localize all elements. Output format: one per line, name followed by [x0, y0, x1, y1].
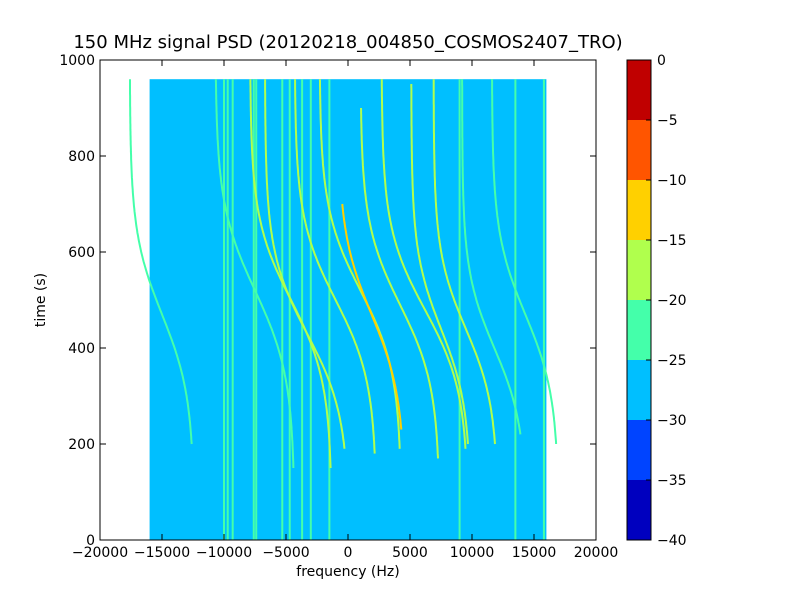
y-tick-label: 600 — [68, 245, 95, 261]
doppler-curve — [410, 84, 469, 445]
colorbar-segment — [627, 300, 651, 360]
colorbar-tick-label: −15 — [657, 233, 687, 249]
y-axis-label: time (s) — [33, 273, 49, 327]
doppler-curve — [294, 79, 376, 454]
colorbar-tick-label: 0 — [657, 53, 666, 69]
x-tick-label: −20000 — [72, 545, 128, 561]
heatmap-background — [149, 79, 547, 540]
colorbar-tick-label: −35 — [657, 473, 687, 489]
colorbar-tick-label: −40 — [657, 533, 687, 549]
x-tick-label: 15000 — [512, 545, 557, 561]
colorbar-tick-label: −10 — [657, 173, 687, 189]
colorbar-tick-label: −20 — [657, 293, 687, 309]
colorbar: −40 −35 −30 −25 −20 −15 −10 −5 0 — [626, 53, 687, 549]
y-tick-label: 1000 — [59, 53, 95, 69]
x-tick-label: −15000 — [134, 545, 190, 561]
doppler-curve — [129, 79, 193, 445]
colorbar-segment — [627, 420, 651, 480]
x-tick-label: 0 — [344, 545, 353, 561]
doppler-curve — [318, 79, 401, 449]
heatmap-layer — [129, 79, 558, 540]
colorbar-tick-label: −25 — [657, 353, 687, 369]
colorbar-segment — [627, 120, 651, 180]
x-tick-label: 5000 — [392, 545, 428, 561]
colorbar-segment — [627, 360, 651, 420]
doppler-curve — [264, 79, 346, 449]
y-axis-ticks: 0 200 400 600 800 1000 — [59, 53, 596, 549]
doppler-curve — [380, 79, 467, 449]
doppler-curve — [360, 107, 439, 459]
colorbar-tick-label: −5 — [657, 113, 678, 129]
x-tick-label: 20000 — [574, 545, 619, 561]
chart-title: 150 MHz signal PSD (20120218_004850_COSM… — [73, 32, 622, 53]
colorbar-segment — [627, 480, 651, 540]
colorbar-segment — [627, 180, 651, 240]
colorbar-segment — [627, 60, 651, 120]
doppler-curve — [249, 79, 332, 469]
colorbar-tick-label: −30 — [657, 413, 687, 429]
doppler-curve — [432, 79, 496, 445]
x-tick-label: 10000 — [450, 545, 495, 561]
doppler-curve — [491, 79, 558, 445]
doppler-curve — [341, 203, 403, 430]
colorbar-segment — [627, 240, 651, 300]
y-tick-label: 400 — [68, 341, 95, 357]
y-tick-label: 200 — [68, 437, 95, 453]
x-axis-label: frequency (Hz) — [296, 564, 399, 580]
x-axis-ticks: −20000 −15000 −10000 −5000 0 5000 10000 15000 20… — [72, 60, 618, 561]
doppler-curve — [214, 79, 295, 469]
plot-area: −20000 −15000 −10000 −5000 0 5000 10000 15000 20… — [59, 53, 618, 561]
x-tick-label: −5000 — [262, 545, 309, 561]
y-tick-label: 800 — [68, 149, 95, 165]
doppler-curve — [461, 79, 522, 435]
x-tick-label: −10000 — [196, 545, 252, 561]
y-tick-label: 0 — [86, 533, 95, 549]
